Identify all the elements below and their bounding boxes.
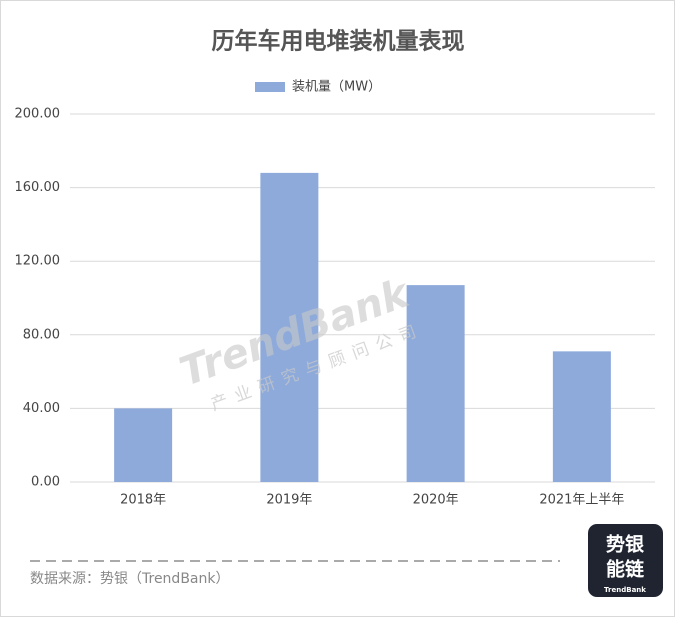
logo-brand: TrendBank: [604, 586, 646, 594]
legend-swatch: [255, 82, 285, 92]
x-tick-label: 2019年: [266, 493, 312, 508]
y-tick-label: 200.00: [15, 107, 61, 122]
bar: [114, 408, 173, 482]
x-tick-label: 2020年: [413, 493, 459, 508]
x-tick-label: 2021年上半年: [539, 493, 624, 508]
logo-line2: 能链: [606, 558, 644, 581]
source: 数据来源：势银（TrendBank）: [30, 571, 229, 587]
bar: [552, 351, 611, 482]
chart-title: 历年车用电堆装机量表现: [212, 28, 465, 55]
y-tick-label: 160.00: [15, 180, 61, 195]
bar: [260, 172, 319, 482]
y-tick-label: 80.00: [23, 327, 60, 342]
x-tick-label: 2018年: [120, 493, 166, 508]
bar: [406, 285, 465, 482]
logo-line1: 势银: [606, 533, 645, 556]
logo: 势银 能链 TrendBank: [588, 524, 663, 597]
y-tick-label: 120.00: [15, 254, 61, 269]
y-tick-label: 0.00: [31, 475, 60, 490]
logo-box: [588, 524, 663, 597]
legend-label: 装机量（MW）: [292, 80, 381, 95]
y-tick-label: 40.00: [23, 401, 60, 416]
